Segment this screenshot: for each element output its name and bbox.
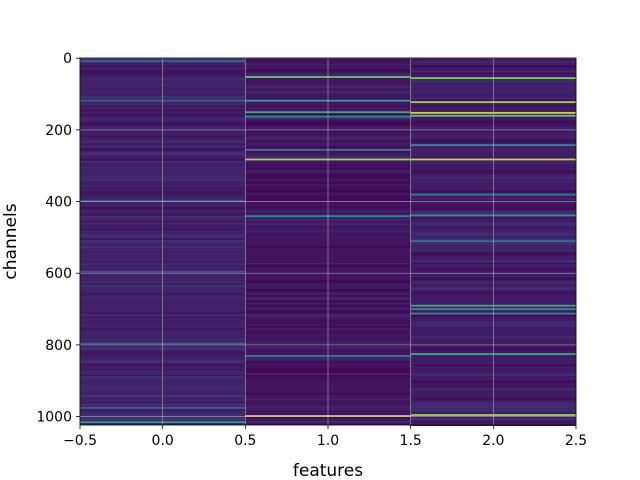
y-tick-label: 200 <box>45 123 72 139</box>
x-tick-label: 2.0 <box>482 433 504 449</box>
y-tick-label: 1000 <box>36 410 72 426</box>
y-tick-label: 600 <box>45 266 72 282</box>
y-axis-label: channels <box>1 203 21 279</box>
x-tick-label: 0.5 <box>234 433 256 449</box>
y-tick-label: 0 <box>63 51 72 67</box>
x-tick-label: −0.5 <box>63 433 97 449</box>
x-axis: −0.5 0.0 0.5 1.0 1.5 2.0 2.5 <box>63 425 587 449</box>
x-tick-label: 1.0 <box>317 433 339 449</box>
y-axis: 0 200 400 600 800 1000 <box>36 51 80 426</box>
x-tick-label: 2.5 <box>565 433 587 449</box>
y-tick-label: 800 <box>45 338 72 354</box>
y-tick-label: 400 <box>45 195 72 211</box>
x-axis-label: features <box>293 461 363 480</box>
x-tick-label: 1.5 <box>400 433 422 449</box>
x-tick-label: 0.0 <box>152 433 174 449</box>
